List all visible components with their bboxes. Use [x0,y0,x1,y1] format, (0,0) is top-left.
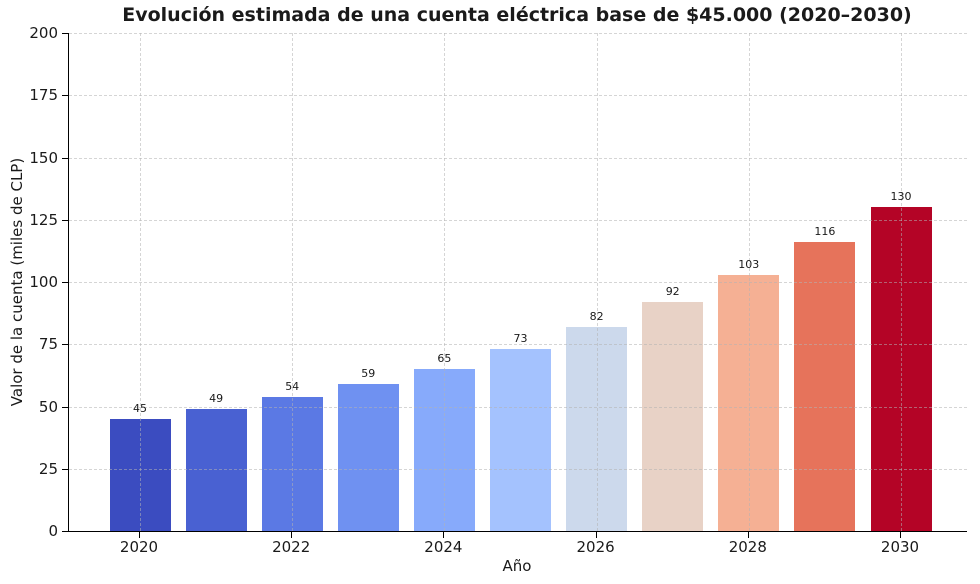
x-axis-tick [291,532,293,538]
y-gridline [69,33,967,34]
bar-value-label: 82 [589,309,604,323]
y-tick-label: 0 [48,522,58,540]
bar-2027 [642,301,704,531]
chart-title: Evolución estimada de una cuenta eléctri… [122,4,912,26]
bar-value-label: 45 [133,401,147,415]
plot-area: 45 49 54 59 65 73 82 92 103 116 130 [68,33,967,532]
y-gridline [69,95,967,97]
y-axis-tick [62,282,68,283]
bar-value-label: 65 [437,352,452,366]
bar-2029 [794,242,856,531]
bar-value-label: 92 [665,284,680,298]
x-tick-label: 2024 [424,538,463,556]
y-gridline [69,406,967,408]
x-gridline [596,33,598,531]
bar-2023 [337,384,399,531]
y-axis-tick [62,406,68,408]
bar-value-label: 130 [890,190,912,204]
x-tick-label: 2022 [272,538,311,556]
x-gridline [748,33,750,531]
y-axis-tick [62,468,68,470]
x-gridline [140,33,141,531]
bar-value-label: 73 [513,332,528,346]
x-axis-label: Año [502,557,532,575]
x-tick-label: 2026 [576,538,615,556]
y-axis-tick [62,157,68,159]
bar-value-label: 116 [814,225,836,239]
y-tick-label: 75 [38,335,58,354]
y-tick-label: 175 [29,86,58,105]
y-tick-label: 200 [29,24,58,42]
y-gridline [69,157,967,159]
y-gridline [69,282,967,283]
x-axis-tick [139,532,140,538]
y-tick-label: 25 [38,459,58,478]
x-axis-tick [900,532,901,538]
bar-value-label: 103 [738,257,760,271]
y-gridline [69,468,967,470]
x-tick-label: 2030 [880,538,920,556]
x-tick-label: 2028 [728,538,767,556]
bar-2021 [185,409,247,531]
y-axis-tick [62,219,68,221]
bar-value-label: 54 [285,379,300,393]
x-gridline [444,33,446,531]
y-tick-label: 100 [29,273,58,291]
x-axis-tick [747,532,749,538]
x-axis-tick [443,532,445,538]
y-axis-tick [62,95,68,97]
bar-value-label: 59 [361,367,376,381]
bar-value-label: 49 [209,392,224,405]
y-tick-label: 150 [29,148,58,167]
bar-2025 [490,349,551,531]
x-axis-tick [595,532,597,538]
y-axis-tick [62,531,68,532]
y-tick-label: 125 [29,210,58,229]
x-gridline [901,33,902,531]
x-gridline [292,33,294,531]
y-tick-label: 50 [38,397,58,416]
y-axis-tick [62,344,68,346]
y-axis-tick [62,33,68,34]
x-tick-label: 2020 [119,538,159,556]
y-gridline [69,219,967,221]
y-gridline [69,344,967,346]
